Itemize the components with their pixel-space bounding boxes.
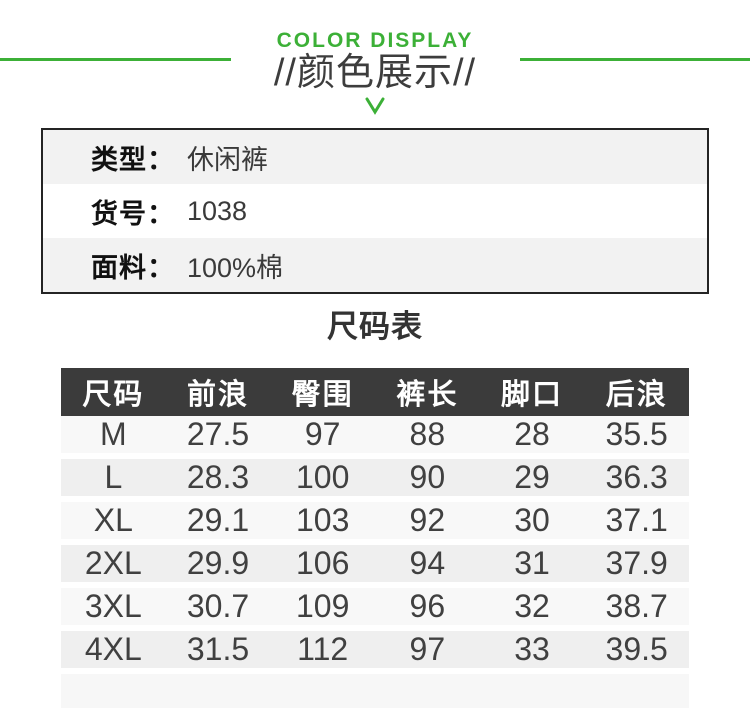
size-table-body: M 27.5 97 88 28 35.5 L 28.3 100 90 29 36… — [61, 416, 689, 668]
info-label-fabric: 面料： — [91, 252, 175, 283]
header-cell-pant-length: 裤长 — [396, 379, 459, 411]
table-cell: 2XL — [84, 545, 142, 581]
table-row: L 28.3 100 90 29 36.3 — [61, 459, 689, 496]
table-row: XL 29.1 103 92 30 37.1 — [61, 502, 689, 539]
table-row: 4XL 31.5 112 97 33 39.5 — [61, 631, 689, 668]
header-line-left — [0, 58, 231, 61]
size-table: 尺码 前浪 臀围 裤长 脚口 后浪 M 27.5 97 88 28 35.5 L… — [61, 368, 689, 668]
table-cell: 30.7 — [186, 588, 250, 624]
info-label-item-number: 货号： — [91, 198, 175, 229]
table-cell: 28.3 — [186, 459, 250, 495]
table-row: 3XL 30.7 109 96 32 38.7 — [61, 588, 689, 625]
table-cell: 97 — [304, 416, 341, 452]
table-row: M 27.5 97 88 28 35.5 — [61, 416, 689, 453]
header-cell-size: 尺码 — [82, 379, 145, 411]
table-cell: 109 — [295, 588, 350, 624]
table-cell: L — [104, 459, 123, 495]
info-label-type: 类型： — [91, 144, 175, 175]
table-cell: 90 — [409, 459, 446, 495]
table-cell: 38.7 — [605, 588, 668, 624]
header-title-zh: //颜色展示// — [273, 52, 477, 94]
table-cell: 96 — [409, 588, 446, 624]
table-cell: 88 — [409, 416, 446, 452]
table-cell: 4XL — [84, 631, 142, 667]
table-cell: 30 — [514, 502, 550, 538]
table-cell: 94 — [409, 545, 446, 581]
info-value-item-number: 1038 — [187, 195, 248, 226]
header-cell-back-rise: 后浪 — [605, 379, 668, 411]
table-cell: 36.3 — [605, 459, 668, 495]
table-cell: M — [100, 416, 127, 452]
info-value-fabric: 100%棉 — [187, 252, 284, 283]
header-cell-hip: 臀围 — [291, 379, 354, 411]
table-cell: XL — [93, 502, 133, 538]
table-cell: 35.5 — [605, 416, 668, 452]
table-cell: 31.5 — [186, 631, 250, 667]
table-cell: 27.5 — [186, 416, 250, 452]
product-info-box: 类型： 休闲裤 货号： 1038 面料： 100%棉 — [41, 128, 709, 294]
table-cell: 29 — [514, 459, 550, 495]
table-empty-row — [61, 674, 689, 708]
table-cell: 37.1 — [605, 502, 668, 538]
chevron-down-icon — [0, 97, 750, 115]
header-title-en: COLOR DISPLAY — [276, 29, 474, 52]
header-cell-leg-opening: 脚口 — [501, 379, 564, 411]
table-cell: 32 — [514, 588, 550, 624]
table-cell: 92 — [409, 502, 446, 538]
table-cell: 3XL — [84, 588, 142, 624]
header-line-right — [520, 58, 750, 61]
table-cell: 37.9 — [605, 545, 668, 581]
info-value-type: 休闲裤 — [187, 144, 268, 175]
table-cell: 31 — [514, 545, 550, 581]
table-row: 2XL 29.9 106 94 31 37.9 — [61, 545, 689, 582]
info-row-item-number: 货号： 1038 — [43, 184, 707, 238]
table-cell: 100 — [295, 459, 350, 495]
table-cell: 103 — [295, 502, 350, 538]
size-chart-title: 尺码表 — [327, 309, 423, 344]
table-cell: 112 — [297, 631, 349, 667]
table-cell: 28 — [514, 416, 550, 452]
header-cell-front-rise: 前浪 — [187, 379, 250, 411]
table-cell: 97 — [409, 631, 446, 667]
info-row-fabric: 面料： 100%棉 — [43, 238, 707, 292]
table-cell: 39.5 — [605, 631, 668, 667]
section-header: COLOR DISPLAY //颜色展示// — [0, 0, 750, 115]
table-cell: 33 — [514, 631, 550, 667]
table-cell: 29.1 — [186, 502, 250, 538]
table-cell: 106 — [295, 545, 350, 581]
info-row-type: 类型： 休闲裤 — [43, 130, 707, 184]
table-cell: 29.9 — [186, 545, 250, 581]
size-table-header-row: 尺码 前浪 臀围 裤长 脚口 后浪 — [61, 368, 689, 416]
